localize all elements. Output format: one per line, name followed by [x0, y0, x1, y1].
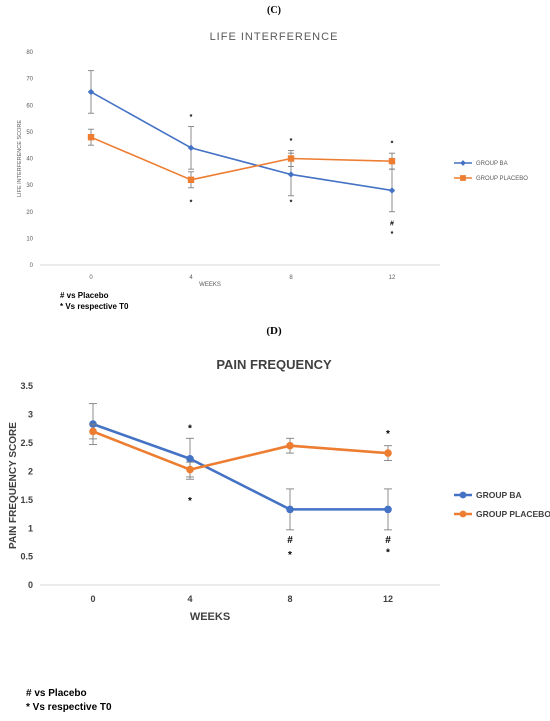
legend-label-group-placebo: GROUP PLACEBO: [476, 176, 528, 182]
data-point-group-ba: [287, 171, 295, 178]
panel-label-d: (D): [266, 325, 282, 337]
x-tick-label: 0: [89, 275, 93, 281]
data-point-group-ba: [187, 144, 195, 152]
note-vs-t0-c: * Vs respective T0: [60, 302, 129, 311]
annotation-asterisk: *: [288, 550, 292, 561]
data-point-group-ba: [388, 187, 396, 194]
x-tick-label: 8: [289, 275, 293, 281]
annotation-asterisk: *: [386, 429, 390, 440]
y-tick-label: 0.5: [20, 552, 33, 562]
annotation-hash: #: [385, 535, 391, 546]
x-tick-label: 8: [287, 594, 292, 604]
y-tick-label: 30: [26, 183, 33, 189]
data-point-group-ba: [286, 505, 294, 514]
annotation-asterisk: *: [190, 114, 193, 121]
x-axis-label: WEEKS: [199, 282, 221, 288]
chart-pain-frequency: PAIN FREQUENCY 0 0.5 1 1.5 2 2.5 3 3.5 0 4 8 12 WEEKS…: [8, 357, 550, 623]
annotation-asterisk: *: [391, 141, 394, 148]
annotation-asterisk: *: [188, 423, 192, 434]
series-line-group-placebo: [92, 430, 389, 471]
series-line-group-placebo: [90, 136, 393, 181]
y-tick-label: 1.5: [20, 495, 33, 505]
data-point-group-ba: [87, 88, 95, 96]
x-tick-label: 12: [389, 275, 396, 281]
data-point-group-placebo: [388, 157, 396, 165]
y-axis-label: PAIN FREQUENCY SCORE: [8, 422, 19, 549]
panel-label-c: (C): [267, 5, 281, 16]
note-vs-t0-d: * Vs respective T0: [26, 702, 112, 713]
annotation-hash: #: [287, 535, 293, 546]
y-tick-label: 3: [28, 410, 33, 420]
y-tick-label: 0: [28, 580, 33, 590]
annotation-asterisk: *: [386, 547, 390, 558]
y-tick-label: 2.5: [20, 438, 33, 448]
x-tick-label: 12: [383, 594, 393, 604]
x-tick-label: 4: [189, 275, 193, 281]
legend-label-group-ba: GROUP BA: [476, 490, 522, 500]
legend-marker-group-placebo: [459, 510, 467, 518]
annotation-asterisk: *: [391, 231, 394, 238]
chart-life-interference: LIFE INTERFERENCE 0 10 20 30 40 50 60 70 80 0 4 8 12 W…: [17, 31, 528, 288]
x-axis-label: WEEKS: [190, 611, 230, 623]
y-tick-label: 10: [26, 236, 33, 242]
data-point-group-placebo: [187, 176, 195, 183]
data-point-group-placebo: [89, 427, 97, 436]
annotation-asterisk: *: [290, 138, 293, 145]
annotation-asterisk: *: [188, 496, 192, 507]
chart-title: PAIN FREQUENCY: [216, 357, 332, 372]
series-line-group-ba: [90, 91, 393, 192]
data-point-group-placebo: [286, 441, 294, 450]
legend-marker-group-ba: [460, 160, 466, 166]
annotation-asterisk: *: [190, 199, 193, 206]
y-tick-label: 20: [26, 210, 33, 216]
y-tick-label: 40: [26, 157, 33, 163]
legend-label-group-placebo: GROUP PLACEBO: [476, 509, 550, 519]
y-tick-label: 0: [30, 263, 34, 269]
legend-marker-group-placebo: [460, 175, 466, 181]
data-point-group-ba: [186, 454, 194, 463]
y-tick-label: 50: [26, 130, 33, 136]
annotation-hash: #: [390, 221, 394, 228]
note-vs-placebo-d: # vs Placebo: [26, 688, 87, 699]
y-tick-label: 1: [28, 523, 33, 533]
data-point-group-placebo: [384, 449, 392, 457]
y-tick-label: 2: [28, 466, 33, 476]
legend-marker-group-ba: [459, 491, 467, 499]
data-point-group-placebo: [186, 465, 194, 474]
x-tick-label: 0: [90, 594, 95, 604]
chart-title: LIFE INTERFERENCE: [210, 31, 339, 43]
x-tick-label: 4: [187, 594, 192, 604]
series-line-group-ba: [92, 422, 388, 511]
y-tick-label: 80: [26, 50, 33, 56]
y-tick-label: 3.5: [20, 381, 33, 391]
y-tick-label: 70: [26, 77, 33, 83]
data-point-group-placebo: [287, 155, 295, 162]
annotation-asterisk: *: [290, 199, 293, 206]
legend-label-group-ba: GROUP BA: [476, 161, 508, 167]
note-vs-placebo-c: # vs Placebo: [60, 291, 109, 300]
y-tick-label: 60: [26, 103, 33, 109]
y-axis-label: LIFE INTERFERENCE SCORE: [17, 120, 23, 197]
data-point-group-placebo: [87, 134, 95, 141]
data-point-group-ba: [384, 505, 392, 514]
